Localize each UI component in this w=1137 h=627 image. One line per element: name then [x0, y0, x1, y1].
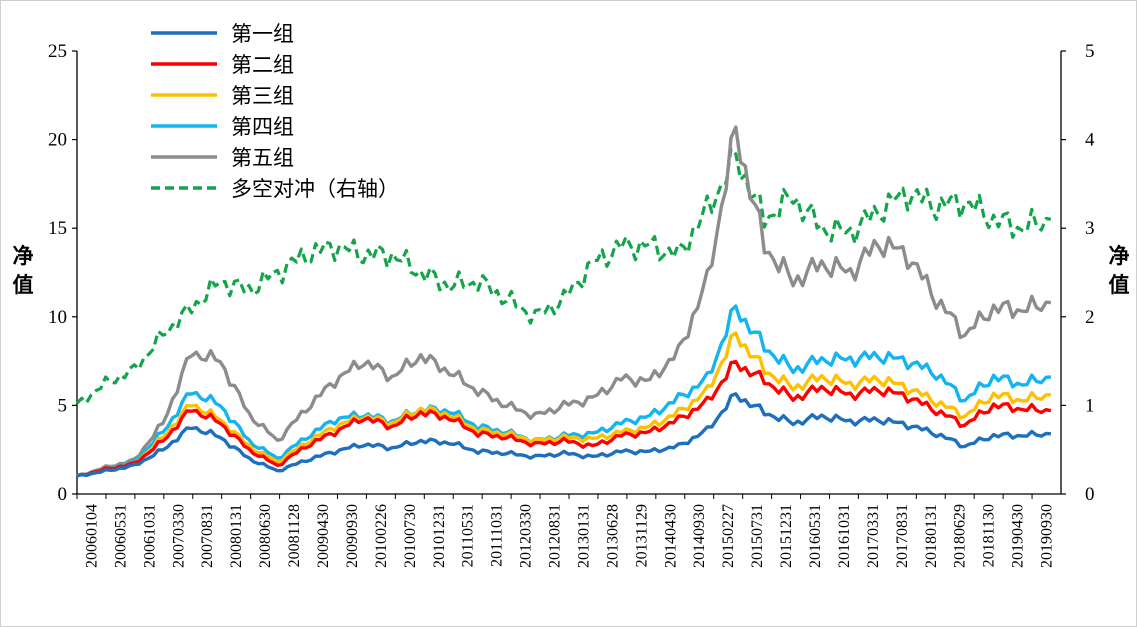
x-tick-label: 20080131	[228, 504, 245, 568]
x-tick-label: 20060531	[112, 504, 129, 568]
series-line-3	[76, 331, 1051, 478]
left-axis-label: 净值	[13, 244, 34, 297]
right-tick-label: 0	[1085, 484, 1095, 505]
x-tick-label: 20120831	[547, 504, 564, 568]
series-line-4	[76, 304, 1052, 478]
x-tick-label: 20081128	[286, 504, 303, 567]
x-tick-label: 20170331	[865, 504, 882, 568]
x-tick-label: 20090930	[344, 504, 361, 568]
x-tick-label: 20170831	[894, 504, 911, 568]
x-tick-label: 20070831	[199, 504, 216, 568]
series-line-6	[75, 147, 1052, 405]
x-tick-label: 20160531	[807, 504, 824, 568]
left-tick-label: 25	[48, 41, 67, 62]
right-tick-label: 2	[1085, 307, 1095, 328]
x-tick-label: 20140930	[691, 504, 708, 568]
left-tick-label: 0	[58, 484, 68, 505]
legend-label-3: 第三组	[231, 84, 294, 108]
x-tick-label: 20150227	[720, 504, 737, 568]
x-tick-label: 20130628	[604, 504, 621, 568]
series-line-5	[76, 125, 1052, 478]
x-tick-label: 20110531	[460, 504, 477, 567]
x-tick-label: 20140430	[662, 504, 679, 568]
x-tick-label: 20130131	[575, 504, 592, 568]
x-tick-label: 20190430	[1010, 504, 1027, 568]
series-line-1	[76, 392, 1052, 478]
right-tick-label: 5	[1085, 41, 1095, 62]
left-tick-label: 15	[48, 218, 67, 239]
x-tick-label: 20181130	[981, 504, 998, 567]
series-line-2	[76, 359, 1052, 478]
legend-label-5: 第五组	[231, 146, 294, 170]
x-tick-label: 20131129	[633, 504, 650, 567]
x-tick-label: 20180629	[952, 504, 969, 568]
left-tick-label: 5	[58, 395, 68, 416]
right-tick-label: 1	[1085, 395, 1095, 416]
left-tick-label: 20	[48, 130, 67, 151]
x-tick-label: 20060104	[83, 504, 100, 568]
x-tick-label: 20150731	[749, 504, 766, 568]
x-tick-label: 20120330	[518, 504, 535, 568]
x-tick-label: 20101231	[431, 504, 448, 568]
legend-label-1: 第一组	[231, 22, 294, 46]
x-tick-label: 20070330	[170, 504, 187, 568]
x-tick-label: 20061031	[141, 504, 158, 568]
x-tick-label: 20080630	[257, 504, 274, 568]
right-tick-label: 4	[1085, 130, 1095, 151]
x-tick-label: 20111031	[489, 504, 506, 567]
x-tick-label: 20100730	[402, 504, 419, 568]
left-tick-label: 10	[48, 307, 67, 328]
right-tick-label: 3	[1085, 218, 1095, 239]
legend-label-4: 第四组	[231, 115, 294, 139]
right-axis-label: 净值	[1109, 244, 1130, 297]
legend-label-2: 第二组	[231, 53, 294, 77]
x-tick-label: 20151231	[778, 504, 795, 568]
x-tick-label: 20161031	[836, 504, 853, 568]
x-tick-label: 20190930	[1039, 504, 1056, 568]
legend-label-6: 多空对冲（右轴）	[231, 177, 399, 201]
x-tick-label: 20100226	[373, 504, 390, 568]
x-tick-label: 20180131	[923, 504, 940, 568]
x-tick-label: 20090430	[315, 504, 332, 568]
